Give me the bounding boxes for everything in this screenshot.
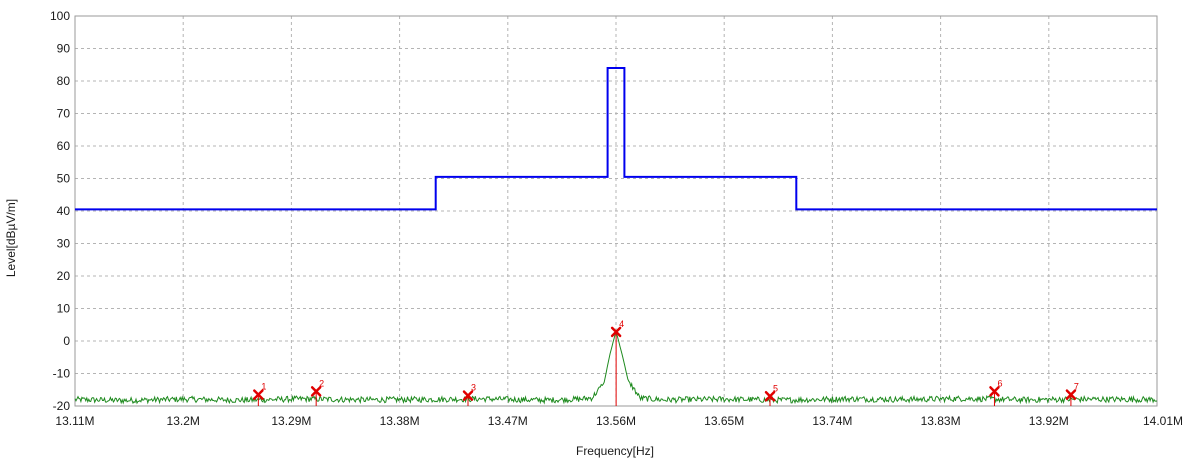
marker-label: 7 (1074, 382, 1079, 392)
y-axis-label: Level[dBµV/m] (4, 199, 18, 277)
marker-group: 1 2 3 4 5 6 7 (253, 319, 1079, 406)
x-tick-label: 14.01M (1143, 414, 1183, 428)
y-axis-ticks: -20 -10 0 10 20 30 40 50 60 70 80 90 100 (50, 9, 70, 413)
marker-label: 3 (471, 383, 476, 393)
marker-label: 2 (319, 378, 324, 388)
x-tick-label: 13.2M (167, 414, 200, 428)
x-axis-ticks: 13.11M 13.2M 13.29M 13.38M 13.47M 13.56M 13.65… (55, 414, 1183, 428)
limit-line (75, 67, 1157, 211)
y-tick-label: 50 (57, 172, 71, 186)
x-axis-label: Frequency[Hz] (576, 444, 654, 458)
y-tick-label: -20 (53, 399, 71, 413)
marker-point (253, 389, 264, 400)
y-tick-label: 40 (57, 204, 71, 218)
x-tick-label: 13.92M (1029, 414, 1069, 428)
y-tick-label: -10 (53, 367, 71, 381)
y-tick-label: 90 (57, 42, 71, 56)
y-tick-label: 80 (57, 74, 71, 88)
marker-label: 5 (773, 383, 778, 393)
marker-label: 6 (997, 378, 1002, 388)
marker-point (310, 386, 322, 397)
y-tick-label: 60 (57, 139, 71, 153)
y-tick-label: 20 (57, 269, 71, 283)
x-tick-label: 13.11M (55, 414, 94, 428)
marker-label: 4 (619, 319, 624, 329)
marker-point (764, 391, 776, 402)
limit-line-series (75, 67, 1157, 211)
x-tick-label: 13.65M (704, 414, 744, 428)
marker-point (989, 386, 1000, 397)
y-tick-label: 70 (57, 107, 71, 121)
y-tick-label: 0 (63, 334, 70, 348)
marker-point (462, 390, 474, 401)
x-tick-label: 13.29M (271, 414, 311, 428)
y-tick-label: 10 (57, 302, 71, 316)
y-tick-label: 30 (57, 237, 71, 251)
x-tick-label: 13.74M (812, 414, 852, 428)
marker-point (610, 326, 622, 338)
y-tick-label: 100 (50, 9, 70, 23)
marker-point (1065, 389, 1077, 400)
x-tick-label: 13.47M (488, 414, 528, 428)
x-tick-label: 13.83M (921, 414, 961, 428)
marker-label: 1 (261, 382, 266, 392)
x-tick-label: 13.56M (596, 414, 636, 428)
x-tick-label: 13.38M (380, 414, 420, 428)
